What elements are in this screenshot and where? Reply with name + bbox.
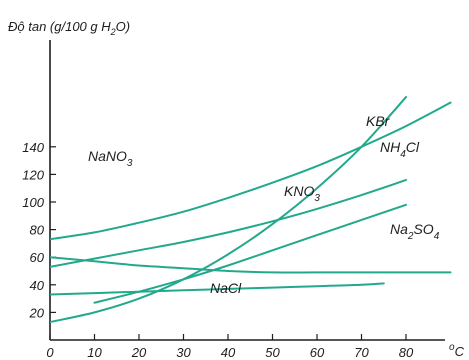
series-label-kbr: KBr: [366, 113, 391, 129]
series-labels: NaNO3 KBr NH4Cl KNO3 Na2SO4 NaCl: [88, 113, 440, 296]
x-tick-label-20: 20: [131, 345, 147, 360]
x-tick-label-70: 70: [354, 345, 369, 360]
x-tick-label-40: 40: [221, 345, 236, 360]
x-tick-label-30: 30: [176, 345, 191, 360]
x-tick-label-50: 50: [265, 345, 280, 360]
x-tick-label-80: 80: [399, 345, 414, 360]
y-tick-label-140: 140: [22, 140, 44, 155]
series-label-nh4cl: NH4Cl: [380, 139, 420, 160]
y-tick-label-100: 100: [22, 195, 44, 210]
series-label-na2so4: Na2SO4: [390, 221, 440, 242]
series-label-nacl: NaCl: [210, 280, 242, 296]
y-tick-label-80: 80: [30, 223, 45, 238]
series-label-nano3: NaNO3: [88, 148, 133, 169]
y-tick-label-20: 20: [29, 305, 45, 320]
x-tick-label-60: 60: [310, 345, 325, 360]
curve-na2so4: [50, 257, 451, 272]
y-tick-label-60: 60: [30, 250, 45, 265]
curve-nano3: [50, 103, 451, 240]
x-tick-label-0: 0: [46, 345, 54, 360]
y-tick-label-120: 120: [22, 167, 44, 182]
x-axis-unit: oC: [449, 342, 465, 359]
x-tick-label-10: 10: [87, 345, 102, 360]
y-tick-label-40: 40: [30, 278, 45, 293]
axis-ticks: 0 10 20 30 40 50 60 70 80 20 40 60 80 100 120 140: [22, 140, 414, 360]
series-curves: [50, 97, 451, 322]
y-axis-title: Độ tan (g/100 g H2O): [8, 19, 130, 37]
